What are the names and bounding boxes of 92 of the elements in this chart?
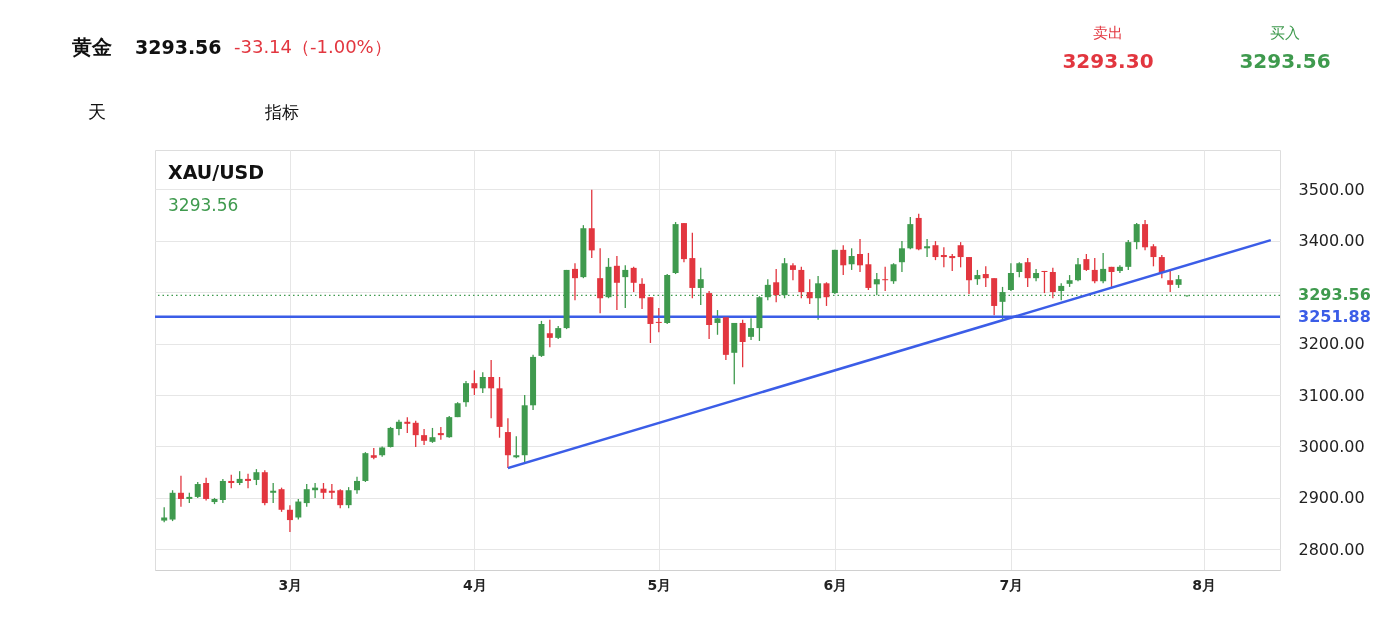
text: -33.14（-1.00%） — [234, 36, 392, 57]
candlestick — [1133, 222, 1140, 250]
candlestick — [655, 307, 662, 333]
candlestick — [639, 277, 646, 310]
candlestick — [873, 272, 880, 296]
candlestick — [857, 238, 864, 273]
candlestick — [387, 426, 394, 449]
candlestick — [203, 477, 210, 502]
candlestick — [840, 244, 847, 276]
candlestick — [957, 241, 964, 268]
candlestick — [613, 255, 620, 311]
candlestick — [303, 483, 310, 508]
candlestick — [1007, 262, 1014, 292]
text: 买入 — [1270, 24, 1300, 42]
candlestick — [789, 262, 796, 281]
x-tick-label: 4月 — [463, 576, 487, 593]
x-tick-label: 3月 — [278, 576, 303, 593]
candlestick — [270, 482, 277, 504]
candlestick — [806, 278, 813, 305]
candlestick — [219, 478, 226, 504]
y-tick-label: 3400.00 — [1298, 231, 1365, 251]
candlestick — [471, 369, 478, 396]
candlestick — [630, 266, 637, 293]
text: 卖出 — [1093, 24, 1123, 42]
candlestick — [421, 428, 428, 446]
candlestick — [890, 262, 897, 285]
y-tick-label: 3500.00 — [1298, 179, 1365, 199]
candlestick — [278, 487, 285, 513]
candlestick — [940, 246, 947, 268]
x-tick-label: 8月 — [1192, 576, 1217, 593]
text: 3293.56 — [1239, 49, 1331, 73]
candlestick — [295, 498, 302, 521]
y-tick-label: 2800.00 — [1298, 539, 1365, 559]
candlestick — [504, 417, 511, 469]
candlestick — [924, 238, 931, 258]
y-tick-label: 2900.00 — [1298, 488, 1365, 508]
candlestick — [1158, 254, 1165, 279]
candlestick — [1091, 257, 1098, 284]
candlestick — [1041, 270, 1048, 294]
text: 指标 — [264, 102, 299, 122]
text: 3293.56 — [135, 36, 222, 58]
candlestick — [714, 309, 721, 336]
y-tick-label: 3200.00 — [1298, 334, 1365, 354]
candlestick — [882, 266, 889, 292]
candlestick — [1024, 257, 1031, 288]
y-tick-label: 3100.00 — [1298, 385, 1365, 405]
candlestick — [773, 268, 780, 303]
candlestick — [815, 275, 822, 321]
candlestick — [798, 266, 805, 299]
text: 3293.30 — [1062, 49, 1154, 73]
candlestick — [588, 188, 595, 259]
candlestick — [1100, 252, 1107, 284]
candlestick — [177, 475, 184, 508]
candlestick — [328, 483, 335, 500]
candlestick — [865, 252, 872, 291]
candlestick — [848, 247, 855, 271]
candlestick — [1167, 269, 1174, 293]
y-tick-label: 3000.00 — [1298, 436, 1365, 456]
candlestick — [597, 247, 604, 314]
candlestick — [412, 420, 419, 448]
candlestick — [748, 317, 755, 341]
candlestick — [345, 486, 352, 509]
candlestick — [898, 240, 905, 273]
ref-line-label: 3251.88 — [1298, 306, 1371, 326]
chart-title: 黄金 — [71, 35, 112, 59]
candlestick — [245, 473, 252, 489]
candlestick — [1150, 243, 1157, 267]
candlestick — [966, 256, 972, 295]
candlestick — [488, 359, 495, 419]
candlestick — [982, 265, 989, 288]
candlestick — [337, 488, 344, 509]
candlestick — [513, 435, 520, 459]
candlestick — [999, 286, 1006, 320]
x-tick-label: 7月 — [999, 576, 1024, 593]
ref-line-label: 3293.56 — [1298, 285, 1371, 305]
candlestick — [1049, 267, 1056, 299]
candlestick — [463, 380, 469, 408]
candlestick — [1142, 219, 1149, 252]
candlestick — [479, 371, 486, 394]
x-tick-label: 6月 — [823, 576, 848, 593]
annotation: XAU/USD — [168, 161, 265, 183]
candlestick — [546, 319, 553, 348]
candlestick — [571, 262, 578, 301]
candlestick — [932, 240, 939, 261]
candlestick — [823, 281, 830, 307]
text: 天 — [88, 101, 106, 122]
annotation: 3293.56 — [168, 195, 239, 215]
x-tick-label: 5月 — [647, 576, 672, 593]
candlestick — [446, 415, 453, 439]
candlestick — [286, 504, 293, 533]
candlestick — [739, 319, 746, 368]
candlestick — [1074, 257, 1081, 282]
